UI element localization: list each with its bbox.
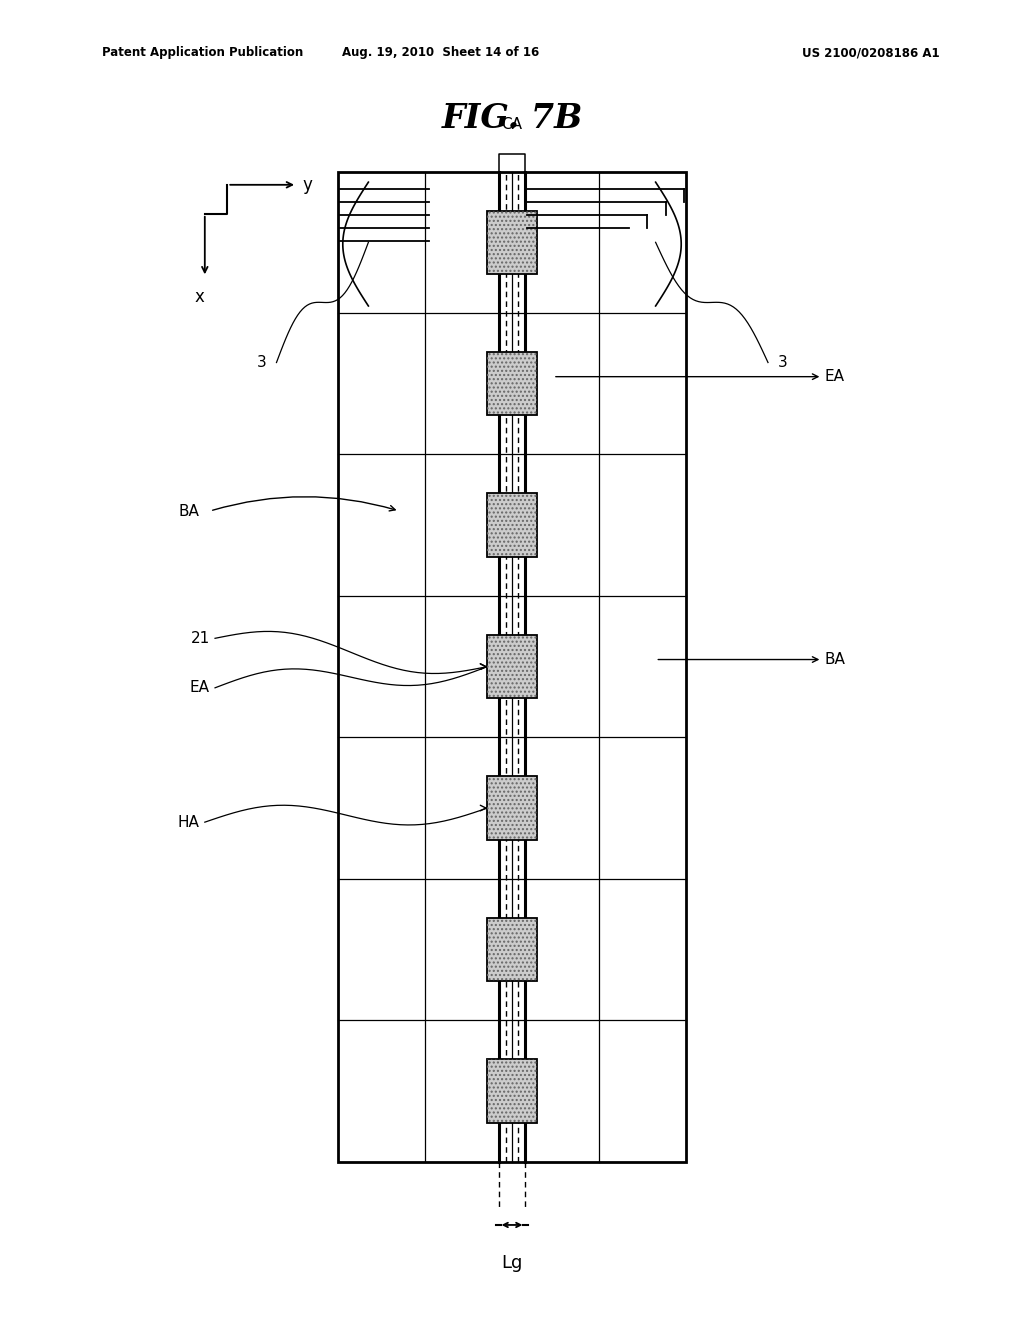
Text: Patent Application Publication: Patent Application Publication bbox=[102, 46, 304, 59]
Text: 3: 3 bbox=[778, 355, 788, 370]
Text: x: x bbox=[195, 288, 205, 306]
Text: EA: EA bbox=[824, 370, 845, 384]
Bar bbox=[487, 635, 537, 698]
Bar bbox=[487, 211, 537, 275]
Text: 21: 21 bbox=[190, 631, 210, 645]
Bar bbox=[487, 1059, 537, 1122]
Bar bbox=[487, 917, 537, 981]
Bar bbox=[487, 494, 537, 557]
Bar bbox=[487, 635, 537, 698]
Text: CA: CA bbox=[502, 117, 522, 132]
Bar bbox=[487, 211, 537, 275]
Text: BA: BA bbox=[824, 652, 845, 667]
Bar bbox=[487, 1059, 537, 1122]
Text: EA: EA bbox=[189, 680, 210, 696]
Text: Aug. 19, 2010  Sheet 14 of 16: Aug. 19, 2010 Sheet 14 of 16 bbox=[342, 46, 539, 59]
Text: US 2100/0208186 A1: US 2100/0208186 A1 bbox=[802, 46, 939, 59]
Bar bbox=[487, 917, 537, 981]
Bar bbox=[338, 172, 686, 1162]
Text: Lg: Lg bbox=[502, 1254, 522, 1272]
Bar bbox=[487, 352, 537, 416]
Bar bbox=[487, 776, 537, 840]
Text: y: y bbox=[302, 176, 312, 194]
Text: FIG. 7B: FIG. 7B bbox=[441, 103, 583, 135]
Bar bbox=[487, 352, 537, 416]
Text: 3: 3 bbox=[256, 355, 266, 370]
Bar bbox=[487, 776, 537, 840]
Text: HA: HA bbox=[178, 814, 200, 830]
Text: BA: BA bbox=[179, 503, 200, 519]
Bar bbox=[487, 494, 537, 557]
